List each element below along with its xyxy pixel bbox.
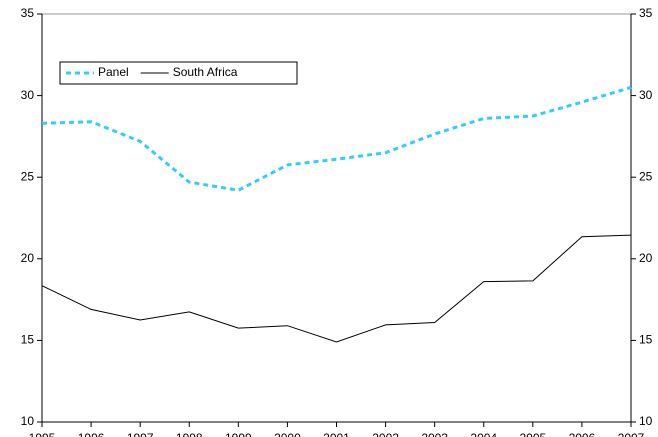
y2-tick-label: 20 [639, 251, 653, 265]
x-tick-label: 2006 [569, 431, 596, 437]
x-tick-label: 1995 [29, 431, 56, 437]
x-tick-label: 2007 [618, 431, 645, 437]
x-tick-label: 1998 [176, 431, 203, 437]
x-tick-label: 2001 [323, 431, 350, 437]
y-tick-label: 35 [21, 6, 35, 20]
series-line [41, 234, 632, 343]
y-tick-label: 25 [21, 169, 35, 183]
x-tick-label: 1999 [225, 431, 252, 437]
x-tick-label: 1997 [127, 431, 154, 437]
x-tick-label: 1996 [78, 431, 105, 437]
y2-tick-label: 30 [639, 88, 653, 102]
x-tick-label: 2003 [421, 431, 448, 437]
legend-label: Panel [98, 65, 129, 79]
series-line [41, 86, 632, 192]
y2-tick-label: 35 [639, 6, 653, 20]
y2-tick-label: 10 [639, 414, 653, 428]
y2-tick-label: 15 [639, 333, 653, 347]
y-tick-label: 10 [21, 414, 35, 428]
y-tick-label: 15 [21, 333, 35, 347]
y2-tick-label: 25 [639, 169, 653, 183]
x-tick-label: 2000 [274, 431, 301, 437]
legend-label: South Africa [173, 65, 238, 79]
x-tick-label: 2002 [372, 431, 399, 437]
x-tick-label: 2005 [519, 431, 546, 437]
x-tick-label: 2004 [470, 431, 497, 437]
y-tick-label: 20 [21, 251, 35, 265]
y-tick-label: 30 [21, 88, 35, 102]
legend-box [59, 61, 298, 85]
